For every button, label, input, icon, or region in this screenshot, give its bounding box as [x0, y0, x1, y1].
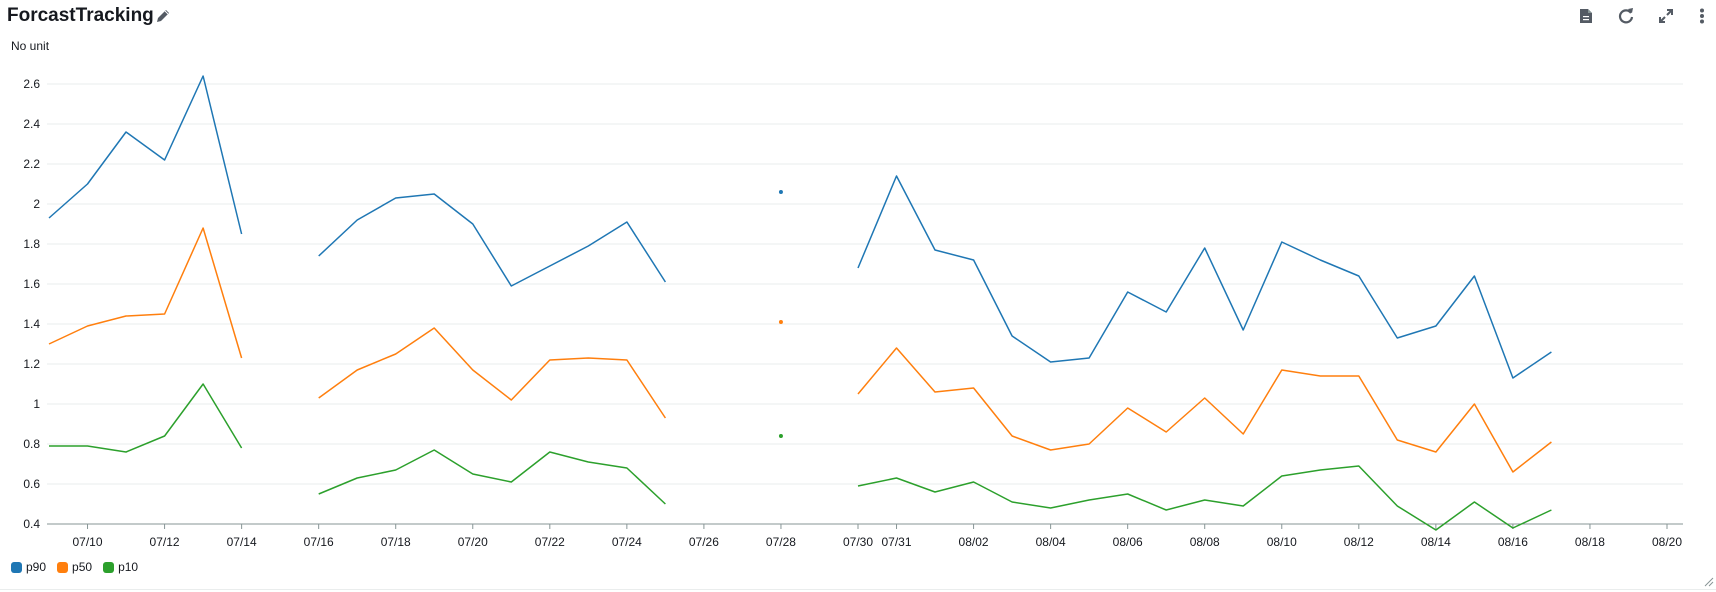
x-tick-label: 07/16 [304, 535, 334, 549]
y-tick-label: 1.8 [23, 237, 40, 251]
y-tick-label: 1.4 [23, 317, 40, 331]
y-tick-label: 2.4 [23, 117, 40, 131]
series-line-p50 [48, 227, 243, 359]
y-tick-label: 1 [33, 397, 40, 411]
line-chart: 0.4 0.6 0.8 1 1.2 1.4 1.6 1.8 2 2.2 2.4 2.6 07/10 07/… [23, 75, 1683, 549]
series-line-p90 [318, 193, 667, 287]
resize-handle-icon[interactable] [1702, 575, 1714, 587]
legend-item-p50[interactable]: p50 [57, 560, 92, 574]
x-tick-label: 07/24 [612, 535, 642, 549]
x-tick-label: 08/04 [1036, 535, 1066, 549]
widget-header: ForcastTracking [0, 0, 1716, 34]
expand-button[interactable] [1654, 4, 1678, 28]
y-tick-label: 0.4 [23, 517, 40, 531]
y-tick-label: 1.6 [23, 277, 40, 291]
data-point [778, 434, 783, 438]
x-tick-label: 07/18 [381, 535, 411, 549]
x-tick-label: 08/06 [1113, 535, 1143, 549]
x-tick-label: 08/18 [1575, 535, 1605, 549]
export-button[interactable] [1574, 4, 1598, 28]
x-tick-label: 08/12 [1344, 535, 1374, 549]
series-line-p90 [48, 75, 243, 235]
chart-legend: p90 p50 p10 [11, 559, 149, 575]
y-tick-label: 2.2 [23, 157, 40, 171]
x-tick-label: 08/10 [1267, 535, 1297, 549]
x-tick-label: 07/22 [535, 535, 565, 549]
data-point [778, 190, 783, 194]
y-tick-label: 1.2 [23, 357, 40, 371]
x-tick-label: 07/14 [227, 535, 257, 549]
x-tick-label: 07/26 [689, 535, 719, 549]
x-tick-label: 08/08 [1190, 535, 1220, 549]
legend-label: p10 [118, 560, 139, 574]
x-tick-label: 07/10 [73, 535, 103, 549]
series-line-p10 [318, 449, 666, 505]
legend-label: p50 [72, 560, 93, 574]
more-actions-button[interactable] [1690, 4, 1714, 28]
legend-swatch [57, 561, 69, 573]
edit-title-button[interactable] [154, 7, 172, 25]
x-tick-label: 08/16 [1498, 535, 1528, 549]
series-line-p50 [857, 347, 1552, 473]
document-icon [1580, 9, 1592, 23]
data-point [778, 320, 783, 324]
widget-title: ForcastTracking [7, 5, 154, 26]
series-p10 [49, 383, 1552, 531]
x-tick-label: 07/31 [882, 535, 912, 549]
x-tick-label: 08/02 [959, 535, 989, 549]
refresh-button[interactable] [1614, 4, 1638, 28]
x-tick-label: 07/20 [458, 535, 488, 549]
y-tick-label: 0.6 [23, 477, 40, 491]
y-axis-unit-label: No unit [11, 39, 50, 53]
expand-icon [1659, 9, 1673, 23]
legend-swatch [11, 561, 22, 573]
x-tick-label: 07/30 [843, 535, 873, 549]
x-tick-label: 07/28 [766, 535, 796, 549]
x-tick-label: 08/20 [1652, 535, 1682, 549]
series-p50 [48, 227, 1552, 473]
vertical-ellipsis-icon [1700, 8, 1704, 24]
series-line-p10 [857, 465, 1552, 531]
y-tick-label: 2.6 [23, 77, 40, 91]
legend-item-p90[interactable]: p90 [11, 560, 46, 574]
legend-label: p90 [26, 560, 47, 574]
series-p90 [48, 75, 1552, 379]
x-tick-label: 08/14 [1421, 535, 1451, 549]
y-tick-label: 2 [33, 197, 40, 211]
x-tick-label: 07/12 [150, 535, 180, 549]
pencil-icon [157, 10, 169, 22]
series-line-p10 [49, 383, 243, 453]
legend-item-p10[interactable]: p10 [103, 560, 138, 574]
series-line-p50 [318, 327, 667, 419]
refresh-icon [1618, 8, 1634, 24]
y-tick-label: 0.8 [23, 437, 40, 451]
series-line-p90 [857, 175, 1552, 379]
legend-swatch [103, 561, 115, 573]
